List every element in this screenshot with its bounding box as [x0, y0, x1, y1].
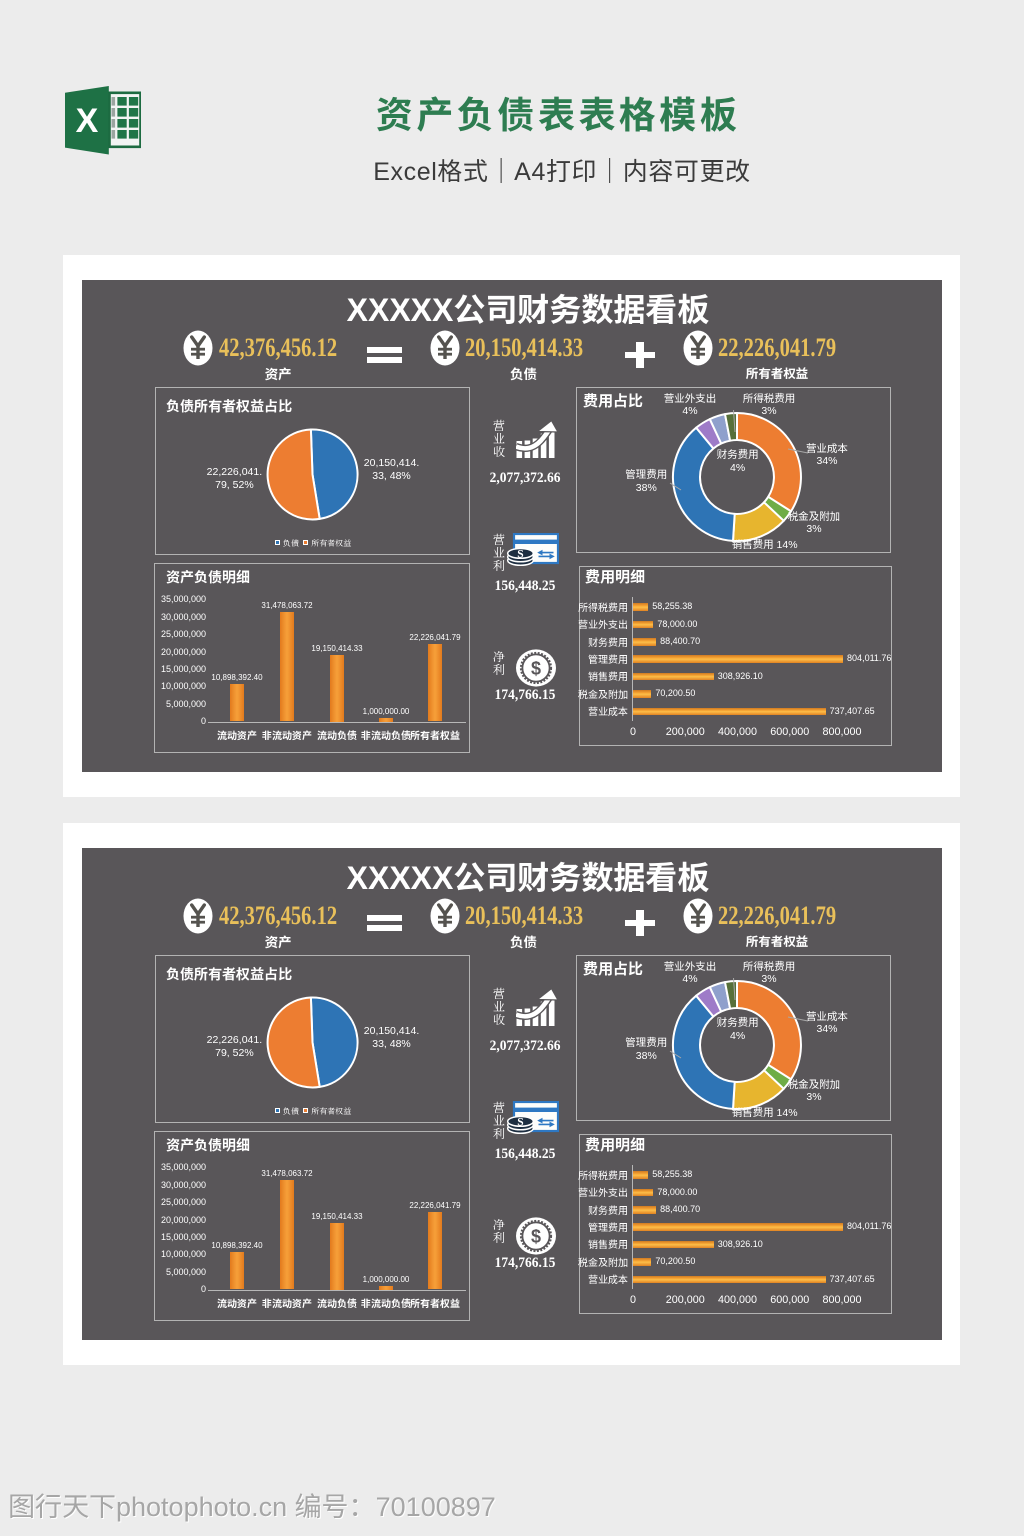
svg-text:S: S: [517, 1117, 523, 1129]
svg-text:$: $: [530, 658, 540, 678]
svg-text:S: S: [517, 549, 523, 561]
svg-text:$: $: [530, 1226, 540, 1246]
svg-text:X: X: [76, 102, 99, 140]
